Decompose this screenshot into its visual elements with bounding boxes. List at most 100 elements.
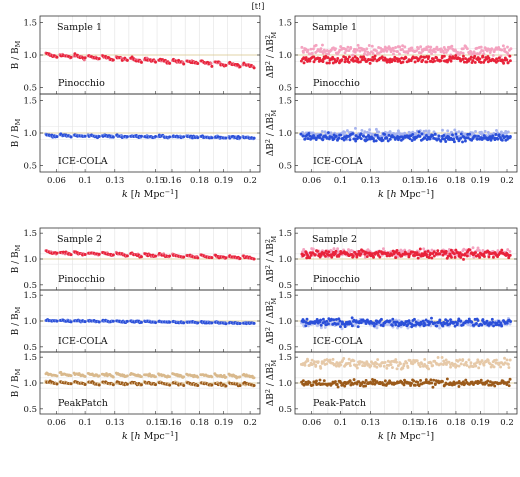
data-point xyxy=(475,46,479,50)
data-point xyxy=(471,59,475,63)
data-point xyxy=(498,56,501,60)
data-point xyxy=(478,255,482,259)
data-point xyxy=(414,132,418,136)
data-point xyxy=(438,252,442,256)
data-point xyxy=(502,61,506,65)
panel-s2_bispectrum-0: 0.5 1.0 1.5 Pinocchio B / BM xyxy=(11,227,261,291)
data-point xyxy=(508,59,512,63)
data-point xyxy=(154,254,158,258)
data-point xyxy=(302,50,305,54)
series-points xyxy=(44,318,256,326)
data-point xyxy=(316,360,320,364)
data-point xyxy=(97,252,101,256)
data-point xyxy=(471,246,475,250)
data-point xyxy=(238,384,242,388)
data-point xyxy=(210,375,214,379)
x-tick-label: 0.2 xyxy=(500,176,514,186)
data-point xyxy=(470,380,474,384)
data-point xyxy=(443,137,447,141)
data-point xyxy=(473,52,477,55)
data-point xyxy=(505,321,509,325)
data-point xyxy=(450,255,453,259)
data-point xyxy=(364,379,368,382)
data-point xyxy=(481,54,485,58)
data-point xyxy=(365,138,369,142)
data-point xyxy=(224,63,228,67)
data-point xyxy=(125,58,129,62)
data-point xyxy=(508,322,512,326)
data-point xyxy=(381,247,385,251)
data-point xyxy=(458,251,462,255)
panel-label: Pinocchio xyxy=(58,78,105,89)
data-point xyxy=(385,60,389,64)
x-tick-label: 0.15 xyxy=(402,176,421,186)
data-point xyxy=(394,323,398,327)
data-point xyxy=(238,375,242,379)
data-point xyxy=(252,321,256,325)
data-point xyxy=(477,134,480,138)
data-point xyxy=(196,136,200,140)
data-point xyxy=(339,45,343,49)
data-point xyxy=(372,255,375,259)
data-point xyxy=(417,253,421,257)
data-point xyxy=(503,47,507,51)
data-point xyxy=(379,46,383,50)
data-point xyxy=(506,61,510,65)
data-point xyxy=(438,318,442,322)
panel-label: ICE-COLA xyxy=(313,156,363,167)
data-point xyxy=(429,45,433,49)
data-point xyxy=(368,128,372,132)
panel-s2_variance-1: 0.5 1.0 1.5 ICE-COLA ΔB2 / ΔB2M xyxy=(264,289,518,353)
data-point xyxy=(327,61,331,65)
data-point xyxy=(459,255,463,259)
y-axis-label: ΔB2 / ΔB2M xyxy=(264,235,278,282)
data-point xyxy=(419,55,423,59)
data-point xyxy=(339,325,342,329)
data-point xyxy=(507,384,511,388)
data-point xyxy=(334,318,338,321)
data-point xyxy=(334,380,337,384)
data-point xyxy=(458,358,462,362)
data-point xyxy=(388,57,392,61)
data-point xyxy=(499,130,503,134)
series-points xyxy=(44,249,256,261)
data-point xyxy=(416,380,420,384)
data-point xyxy=(363,381,367,385)
data-point xyxy=(370,44,374,48)
data-point xyxy=(431,385,435,389)
data-point xyxy=(306,382,310,386)
data-point xyxy=(464,378,468,382)
data-point xyxy=(452,252,456,256)
data-point xyxy=(427,367,431,371)
x-tick-label: 0.2 xyxy=(500,418,514,428)
data-point xyxy=(314,363,318,367)
data-point xyxy=(55,382,59,386)
data-point xyxy=(439,59,443,63)
data-point xyxy=(486,131,490,134)
data-point xyxy=(331,357,335,361)
data-point xyxy=(446,319,450,323)
data-point xyxy=(326,322,330,326)
data-point xyxy=(347,49,351,53)
y-tick-label: 1.0 xyxy=(278,129,292,139)
data-point xyxy=(308,59,312,63)
data-point xyxy=(437,137,441,141)
y-tick-label: 1.0 xyxy=(278,255,292,265)
y-tick-label: 0.5 xyxy=(23,343,37,353)
data-point xyxy=(252,66,256,70)
data-point xyxy=(450,44,454,48)
data-point xyxy=(325,319,329,323)
y-axis-label: B / BM xyxy=(11,244,22,273)
data-point xyxy=(182,62,186,66)
data-point xyxy=(371,382,375,386)
data-point xyxy=(422,247,426,251)
data-point xyxy=(382,364,386,368)
data-point xyxy=(426,249,430,253)
data-point xyxy=(330,255,334,259)
data-point xyxy=(430,256,434,260)
data-point xyxy=(327,250,331,254)
data-point xyxy=(355,366,359,370)
data-point xyxy=(330,317,333,321)
data-point xyxy=(507,366,511,369)
data-point xyxy=(182,321,186,325)
